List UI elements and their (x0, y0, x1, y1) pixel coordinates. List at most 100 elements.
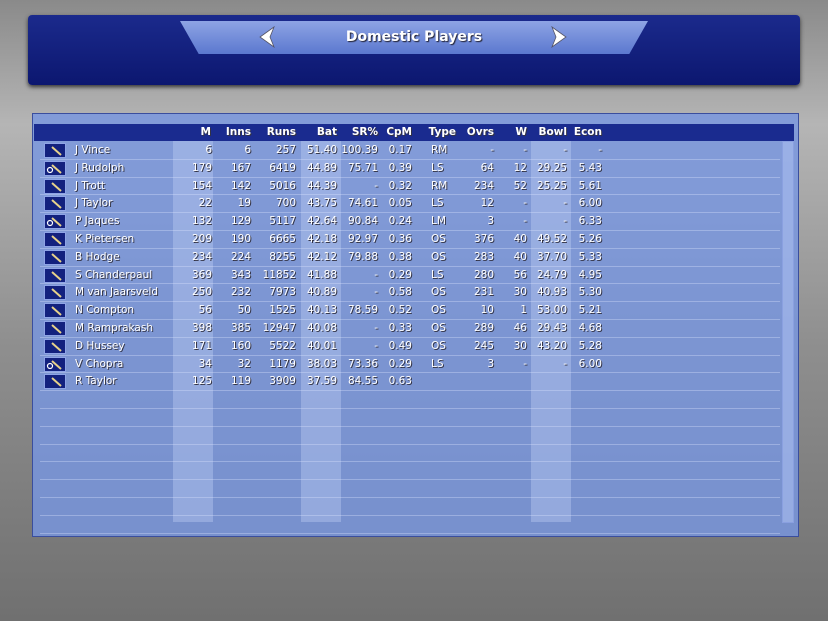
stat-cell: 79.88 (347, 250, 378, 263)
stat-cell: 90.84 (347, 215, 378, 228)
stat-cell: 3909 (269, 375, 296, 388)
row-divider (40, 194, 780, 196)
stat-cell: 0.33 (388, 322, 412, 334)
stat-cell: 43.75 (306, 197, 337, 210)
column-header: Type (428, 126, 456, 138)
row-divider (40, 176, 780, 178)
row-divider (40, 319, 780, 320)
row-divider (40, 158, 780, 160)
stat-cell: 40.01 (306, 339, 337, 352)
scrollbar[interactable] (782, 141, 794, 523)
stat-cell: 30 (513, 339, 527, 352)
stat-cell: 73.36 (347, 357, 378, 370)
stat-cell: 280 (473, 268, 494, 281)
table-panel (32, 113, 799, 537)
stat-cell: 40.08 (306, 322, 337, 334)
role-icon (44, 214, 66, 230)
role-icon (44, 267, 66, 283)
stat-cell: 142 (230, 179, 251, 192)
stat-cell: 75.71 (347, 161, 378, 174)
row-divider (40, 390, 780, 392)
stat-cell: - (374, 339, 378, 352)
role-icon (44, 178, 66, 194)
player-name[interactable]: R Taylor (75, 375, 117, 388)
role-icon (44, 303, 66, 319)
stat-cell: 43.20 (536, 339, 567, 352)
player-name[interactable]: J Vince (75, 144, 111, 156)
stat-cell: 5.43 (578, 161, 602, 174)
player-name[interactable]: V Chopra (75, 357, 124, 370)
stat-cell: 5.30 (578, 286, 602, 299)
next-arrow[interactable] (550, 26, 568, 48)
column-band (301, 141, 341, 522)
stat-cell: 56 (513, 268, 527, 281)
stat-cell: 5117 (269, 215, 296, 228)
stat-cell: 40.89 (306, 286, 337, 299)
stat-cell: OS (431, 339, 446, 352)
stat-cell: 1525 (269, 304, 296, 317)
stat-cell: 51.40 (306, 144, 337, 156)
stat-cell: 0.52 (388, 304, 412, 317)
stat-cell: 25.25 (536, 179, 567, 192)
stat-cell: LS (431, 197, 444, 210)
player-name[interactable]: P Jaques (75, 215, 120, 228)
row-divider (40, 497, 780, 498)
role-icon (44, 321, 66, 336)
stat-cell: 0.63 (388, 375, 412, 388)
row-divider (40, 336, 780, 338)
stat-cell: 129 (230, 215, 251, 228)
stat-cell: 84.55 (347, 375, 378, 388)
player-name[interactable]: M van Jaarsveld (75, 286, 159, 299)
stat-cell: 5.28 (578, 339, 602, 352)
role-icon (44, 160, 66, 176)
column-header: Ovrs (466, 126, 494, 138)
stat-cell: - (374, 322, 378, 334)
stat-cell: 224 (230, 250, 251, 263)
player-name[interactable]: B Hodge (75, 250, 120, 263)
stat-cell: - (523, 215, 527, 228)
row-divider (40, 230, 780, 231)
column-header: Econ (573, 126, 602, 138)
row-divider (40, 354, 780, 356)
stat-cell: RM (431, 144, 448, 156)
player-name[interactable]: J Rudolph (75, 161, 125, 174)
stat-cell: - (523, 144, 527, 156)
stat-cell: - (563, 357, 567, 370)
stat-cell: 0.39 (388, 161, 412, 174)
row-divider (40, 247, 780, 249)
stat-cell: 44.89 (306, 161, 337, 174)
stat-cell: - (374, 268, 378, 281)
stat-cell: 398 (191, 322, 212, 334)
stat-cell: 6.00 (578, 197, 602, 210)
player-name[interactable]: M Ramprakash (75, 322, 153, 334)
stat-cell: 49.52 (536, 233, 567, 245)
column-header: CpM (386, 126, 412, 138)
player-name[interactable]: J Trott (75, 179, 106, 192)
stat-cell: 209 (191, 233, 212, 245)
stat-cell: 0.29 (388, 357, 412, 370)
player-name[interactable]: J Taylor (75, 197, 113, 210)
stat-cell: 11852 (262, 268, 296, 281)
stat-cell: 19 (237, 197, 251, 210)
stat-cell: 343 (230, 268, 251, 281)
stat-cell: 100.39 (341, 144, 378, 156)
stat-cell: OS (431, 250, 446, 263)
stat-cell: 12 (480, 197, 494, 210)
stat-cell: 160 (230, 339, 251, 352)
row-divider (40, 443, 780, 445)
stat-cell: 64 (480, 161, 494, 174)
player-name[interactable]: N Compton (75, 304, 135, 317)
stat-cell: 5522 (269, 339, 296, 352)
stat-cell: 369 (191, 268, 212, 281)
prev-arrow[interactable] (258, 26, 276, 48)
player-name[interactable]: S Chanderpaul (75, 268, 153, 281)
stat-cell: 12 (513, 161, 527, 174)
stat-cell: 92.97 (347, 233, 378, 245)
column-header: Bat (316, 126, 337, 138)
player-name[interactable]: D Hussey (75, 339, 125, 352)
stat-cell: 3 (487, 357, 494, 370)
stat-cell: 37.70 (536, 250, 567, 263)
player-name[interactable]: K Pietersen (75, 233, 135, 245)
stat-cell: 50 (237, 304, 251, 317)
